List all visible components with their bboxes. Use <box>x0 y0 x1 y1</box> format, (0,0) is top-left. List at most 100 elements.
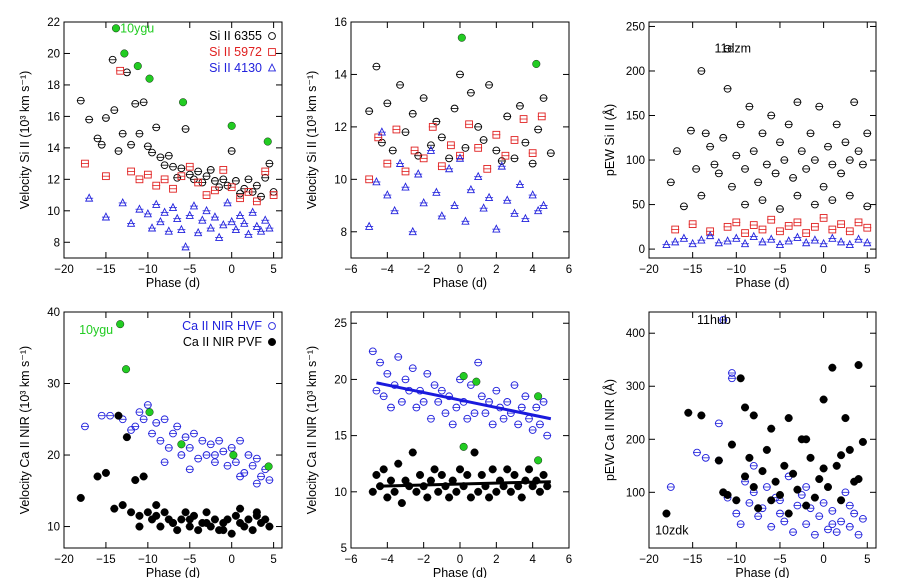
data-point <box>521 138 530 147</box>
data-point <box>483 164 492 173</box>
data-point <box>828 507 837 515</box>
y-tick-label: 200 <box>626 434 645 446</box>
data-point <box>252 181 261 190</box>
data-point <box>383 99 392 108</box>
data-point <box>546 149 555 157</box>
data-point <box>723 490 732 499</box>
data-point <box>736 374 745 383</box>
data-point <box>758 196 767 204</box>
data-point <box>248 207 257 216</box>
data-point <box>802 165 811 173</box>
data-point <box>533 205 543 215</box>
data-point <box>832 461 841 470</box>
data-point <box>673 147 681 155</box>
data-point <box>390 205 399 215</box>
data-point <box>387 403 395 412</box>
data-point <box>806 453 815 462</box>
y-tick-label: 16 <box>47 111 60 123</box>
data-point <box>534 456 543 465</box>
data-point <box>776 509 784 518</box>
data-point <box>714 169 723 178</box>
data-point <box>252 221 261 230</box>
data-point <box>437 470 446 479</box>
data-point <box>477 470 486 479</box>
data-point <box>410 146 419 155</box>
panel-5: −6 −4 −2 0 2 4 6 5 10 15 20 25 Phase (d) Velocity Ca … <box>305 311 572 578</box>
data-point <box>763 483 771 491</box>
legend-marker <box>268 322 276 330</box>
y-axis-label: Velocity Si II (10³ km s⁻¹) <box>18 71 32 210</box>
data-point <box>793 501 802 510</box>
data-point <box>177 172 186 181</box>
data-point <box>767 234 776 243</box>
data-point <box>181 433 190 442</box>
data-point <box>467 88 475 97</box>
data-point <box>741 229 749 237</box>
x-tick-label: −20 <box>54 554 74 566</box>
x-tick-label: −2 <box>417 554 430 566</box>
data-point <box>723 44 732 53</box>
data-point <box>116 66 125 75</box>
x-tick-label: 0 <box>228 554 234 566</box>
data-point <box>368 487 377 496</box>
data-point <box>776 138 784 147</box>
data-point <box>837 169 845 178</box>
data-point <box>850 509 859 518</box>
x-tick-label: −5 <box>773 554 786 566</box>
data-point <box>152 123 161 132</box>
data-point <box>261 167 270 176</box>
data-point <box>236 189 244 198</box>
series-si-ii-4130 <box>365 127 548 236</box>
data-point <box>823 483 832 492</box>
y-tick-label: 16 <box>334 17 347 29</box>
data-point <box>859 160 867 169</box>
data-point <box>736 120 745 129</box>
data-point <box>368 347 377 356</box>
data-point <box>101 212 111 221</box>
x-tick-label: 2 <box>493 264 499 276</box>
data-point <box>780 156 789 164</box>
data-point <box>437 386 446 395</box>
data-point <box>859 514 867 523</box>
y-tick-label: 150 <box>626 111 645 123</box>
data-point <box>701 453 710 462</box>
data-point <box>202 172 211 181</box>
data-point <box>754 178 762 187</box>
x-tick-label: −10 <box>727 264 747 276</box>
data-point <box>185 210 194 219</box>
data-point <box>194 227 203 237</box>
data-point <box>231 511 240 520</box>
data-point <box>135 511 144 520</box>
data-point <box>741 165 749 173</box>
data-point <box>745 453 754 462</box>
fit-line <box>376 381 552 421</box>
data-point <box>372 177 381 186</box>
data-point <box>662 509 671 518</box>
series-ca-ii-nir-hvf <box>80 401 274 488</box>
data-point <box>537 112 546 121</box>
data-point <box>177 224 186 234</box>
data-point <box>210 515 219 524</box>
x-tick-label: 0 <box>820 264 826 276</box>
data-point <box>828 520 837 528</box>
data-point <box>111 24 120 33</box>
plot-frame <box>63 21 283 259</box>
data-point <box>202 518 211 527</box>
data-point <box>492 130 501 139</box>
data-point <box>445 154 453 163</box>
data-point <box>122 365 131 374</box>
data-point <box>514 420 522 429</box>
data-point <box>164 151 173 160</box>
data-point <box>497 161 506 170</box>
data-point <box>108 55 117 64</box>
data-point <box>265 223 274 232</box>
data-point <box>252 479 261 488</box>
data-point <box>732 509 741 518</box>
panel-1: −20 −15 −10 −5 0 5 8 10 12 14 16 18 20 22 Phase (d) Vel… <box>18 17 283 290</box>
data-point <box>85 193 94 202</box>
data-point <box>671 225 680 234</box>
data-point <box>412 403 421 412</box>
data-point <box>767 496 776 505</box>
data-point <box>223 515 232 524</box>
data-point <box>168 202 178 212</box>
